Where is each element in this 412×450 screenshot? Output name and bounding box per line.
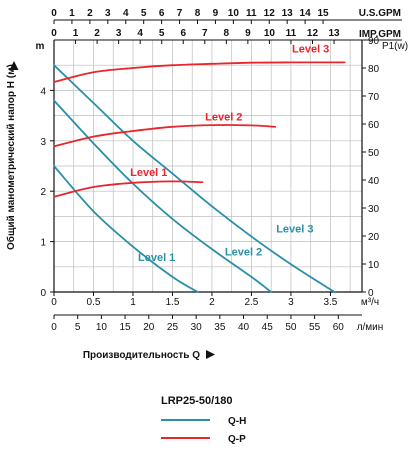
- imp-gpm-tick-label: 0: [51, 28, 57, 39]
- imp-gpm-tick-label: 2: [94, 28, 100, 39]
- qp-label-level-2: Level 2: [205, 112, 242, 124]
- m3h-tick-label: 0: [51, 297, 57, 308]
- us-gpm-tick-label: 9: [213, 8, 219, 19]
- us-gpm-tick-label: 7: [177, 8, 183, 19]
- us-gpm-tick-label: 11: [246, 8, 257, 19]
- y-axis-arrow-icon: [9, 61, 19, 70]
- lmin-tick-label: 60: [333, 322, 345, 333]
- lmin-tick-label: 40: [238, 322, 250, 333]
- y2-tick-label: 70: [368, 92, 380, 103]
- y2-tick-label: 40: [368, 176, 380, 187]
- us-gpm-tick-label: 3: [105, 8, 111, 19]
- imp-gpm-tick-label: 6: [180, 28, 186, 39]
- us-gpm-tick-label: 13: [282, 8, 294, 19]
- imp-gpm-tick-label: 10: [264, 28, 276, 39]
- y-tick-label: 3: [40, 137, 46, 148]
- us-gpm-tick-label: 6: [159, 8, 165, 19]
- m3h-unit-label: м³/ч: [361, 297, 379, 308]
- imp-gpm-tick-label: 1: [73, 28, 79, 39]
- imp-gpm-tick-label: 9: [245, 28, 251, 39]
- m3h-tick-label: 1: [130, 297, 136, 308]
- qp-curve-level-3: [53, 61, 346, 83]
- lmin-tick-label: 35: [214, 322, 226, 333]
- y2-tick-label: 10: [368, 260, 380, 271]
- lmin-tick-label: 15: [120, 322, 132, 333]
- y-axis-title: Общий манометрический напор H (м): [5, 64, 17, 250]
- us-gpm-tick-label: 2: [87, 8, 93, 19]
- m3h-tick-label: 3: [288, 297, 294, 308]
- lmin-tick-label: 30: [191, 322, 203, 333]
- imp-gpm-tick-label: 12: [307, 28, 319, 39]
- x-axis-arrow-icon: [206, 350, 215, 359]
- imp-gpm-tick-label: 13: [328, 28, 340, 39]
- y2-unit-label: P1(w): [382, 41, 408, 52]
- m3h-tick-label: 2: [209, 297, 215, 308]
- qh-label-level-2: Level 2: [225, 247, 262, 259]
- lmin-tick-label: 5: [75, 322, 81, 333]
- imp-gpm-tick-label: 4: [137, 28, 143, 39]
- lmin-tick-label: 45: [262, 322, 274, 333]
- qh-label-level-3: Level 3: [276, 224, 313, 236]
- curves: [53, 61, 346, 294]
- lmin-tick-label: 10: [96, 322, 108, 333]
- y2-tick-label: 50: [368, 148, 380, 159]
- qh-curve-level-2: [53, 99, 273, 293]
- grid: [53, 39, 362, 293]
- qh-label-level-1: Level 1: [138, 252, 175, 264]
- x-axis-title: Производительность Q: [83, 350, 200, 361]
- imp-gpm-tick-label: 3: [116, 28, 122, 39]
- y-tick-label: 4: [40, 86, 46, 97]
- qh-curve-level-1: [53, 165, 199, 293]
- y-unit-label: m: [36, 41, 45, 52]
- y2-tick-label: 20: [368, 232, 380, 243]
- qp-curve-level-1: [53, 180, 204, 198]
- us-gpm-tick-label: 8: [195, 8, 201, 19]
- qp-curve-level-2: [53, 124, 277, 148]
- legend-qp-label: Q-P: [228, 434, 246, 445]
- us-gpm-tick-label: 15: [317, 8, 329, 19]
- lmin-tick-label: 0: [51, 322, 57, 333]
- m3h-tick-label: 2.5: [244, 297, 258, 308]
- qp-label-level-3: Level 3: [292, 44, 329, 56]
- model-name: LRP25-50/180: [161, 395, 233, 407]
- lmin-tick-label: 50: [285, 322, 297, 333]
- legend-qh-label: Q-H: [228, 416, 246, 427]
- us-gpm-tick-label: 5: [141, 8, 147, 19]
- y-tick-label: 0: [40, 288, 46, 299]
- us-gpm-tick-label: 4: [123, 8, 129, 19]
- us-gpm-tick-label: 1: [69, 8, 75, 19]
- lmin-tick-label: 20: [143, 322, 155, 333]
- m3h-tick-label: 0.5: [87, 297, 101, 308]
- y2-tick-label: 30: [368, 204, 380, 215]
- qp-label-level-1: Level 1: [130, 167, 167, 179]
- y2-tick-label: 60: [368, 120, 380, 131]
- y-tick-label: 2: [40, 187, 46, 198]
- imp-gpm-tick-label: 11: [286, 28, 297, 39]
- lmin-unit-label: л/мин: [357, 322, 384, 333]
- m3h-tick-label: 1.5: [166, 297, 180, 308]
- y-tick-label: 1: [40, 238, 46, 249]
- us-gpm-tick-label: 0: [51, 8, 57, 19]
- lmin-tick-label: 55: [309, 322, 321, 333]
- qh-curve-level-3: [53, 64, 337, 294]
- us-gpm-tick-label: 10: [228, 8, 240, 19]
- us-gpm-tick-label: 14: [300, 8, 312, 19]
- us-gpm-tick-label: 12: [264, 8, 276, 19]
- y2-tick-label: 90: [368, 36, 380, 47]
- curve-labels: Level 1 Level 2 Level 3 Level 1 Level 2 Level…: [130, 44, 329, 264]
- imp-gpm-tick-label: 8: [224, 28, 230, 39]
- m3h-tick-label: 3.5: [323, 297, 337, 308]
- lmin-tick-label: 25: [167, 322, 179, 333]
- y2-tick-label: 0: [368, 288, 374, 299]
- tick-labels: 0 1 2 3 4 5 6 7 8 9 10 11 12 13 14 150 1 2 3 4 5 6 7 8 9 10 11 12 13…: [40, 8, 379, 333]
- imp-gpm-unit-label: IMP.GPM: [359, 29, 401, 40]
- us-gpm-unit-label: U.S.GPM: [359, 8, 401, 19]
- imp-gpm-tick-label: 5: [159, 28, 165, 39]
- y2-tick-label: 80: [368, 64, 380, 75]
- imp-gpm-tick-label: 7: [202, 28, 208, 39]
